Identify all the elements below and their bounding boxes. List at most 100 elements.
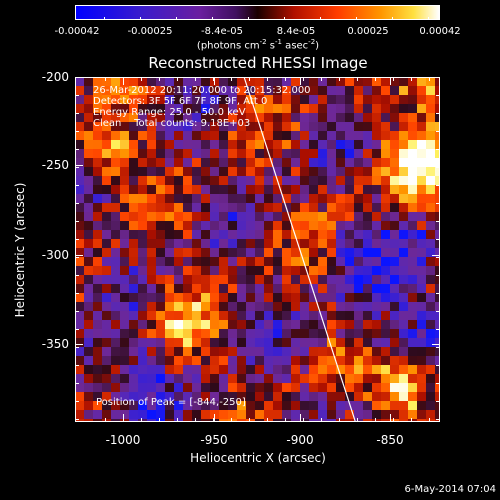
heatmap-cell: [84, 257, 93, 266]
heatmap-cell: [327, 158, 336, 167]
heatmap-cell: [363, 104, 372, 113]
heatmap-cell: [165, 194, 174, 203]
heatmap-cell: [300, 131, 309, 140]
heatmap-cell: [345, 239, 354, 248]
tick-mark: [75, 275, 79, 276]
heatmap-cell: [399, 212, 408, 221]
heatmap-cell: [75, 311, 84, 320]
heatmap-cell: [426, 392, 435, 401]
heatmap-cell: [372, 212, 381, 221]
heatmap-cell: [84, 365, 93, 374]
heatmap-cell: [192, 140, 201, 149]
tick-mark: [429, 418, 430, 422]
heatmap-cell: [309, 329, 318, 338]
heatmap-cell: [327, 86, 336, 95]
heatmap-cell: [201, 410, 210, 419]
heatmap-cell: [174, 230, 183, 239]
heatmap-cell: [75, 203, 84, 212]
heatmap-cell: [84, 311, 93, 320]
heatmap-cell: [345, 194, 354, 203]
heatmap-cell: [309, 113, 318, 122]
tick-mark: [390, 414, 391, 422]
heatmap-cell: [372, 77, 381, 86]
heatmap-cell: [201, 266, 210, 275]
heatmap-cell: [129, 167, 138, 176]
heatmap-cell: [327, 419, 336, 422]
heatmap-cell: [390, 374, 399, 383]
heatmap-cell: [327, 338, 336, 347]
heatmap-cell: [381, 302, 390, 311]
heatmap-cell: [84, 347, 93, 356]
heatmap-cell: [237, 410, 246, 419]
heatmap-cell: [192, 356, 201, 365]
heatmap-cell: [156, 122, 165, 131]
heatmap-cell: [309, 338, 318, 347]
heatmap-cell: [192, 374, 201, 383]
heatmap-cell: [156, 266, 165, 275]
heatmap-cell: [147, 158, 156, 167]
heatmap-cell: [156, 356, 165, 365]
heatmap-cell: [183, 185, 192, 194]
heatmap-cell: [399, 113, 408, 122]
heatmap-cell: [264, 167, 273, 176]
tick-mark: [339, 77, 340, 81]
heatmap-cell: [300, 419, 309, 422]
heatmap-cell: [327, 320, 336, 329]
heatmap-cell: [129, 329, 138, 338]
heatmap-cell: [93, 149, 102, 158]
heatmap-cell: [237, 212, 246, 221]
heatmap-cell: [183, 392, 192, 401]
tick-mark: [248, 17, 249, 20]
heatmap-cell: [327, 383, 336, 392]
heatmap-cell: [219, 239, 228, 248]
heatmap-cell: [273, 338, 282, 347]
heatmap-cell: [282, 293, 291, 302]
heatmap-cell: [237, 275, 246, 284]
heatmap-cell: [327, 104, 336, 113]
heatmap-cell: [237, 122, 246, 131]
colorbar-tick-label: -0.00025: [127, 26, 173, 37]
heatmap-cell: [354, 365, 363, 374]
heatmap-cell: [255, 140, 264, 149]
heatmap-cell: [93, 329, 102, 338]
heatmap-cell: [300, 311, 309, 320]
heatmap-cell: [417, 302, 426, 311]
heatmap-cell: [282, 374, 291, 383]
heatmap-cell: [246, 239, 255, 248]
heatmap-cell: [399, 248, 408, 257]
heatmap-cell: [291, 347, 300, 356]
heatmap-cell: [237, 374, 246, 383]
heatmap-cell: [372, 365, 381, 374]
heatmap-cell: [390, 212, 399, 221]
heatmap-cell: [111, 149, 120, 158]
heatmap-cell: [408, 194, 417, 203]
heatmap-cell: [399, 95, 408, 104]
heatmap-cell: [417, 104, 426, 113]
heatmap-cell: [291, 419, 300, 422]
heatmap-cell: [120, 167, 129, 176]
heatmap-cell: [381, 104, 390, 113]
heatmap-cell: [255, 86, 264, 95]
heatmap-cell: [192, 347, 201, 356]
heatmap-cell: [183, 77, 192, 86]
heatmap-cell: [282, 86, 291, 95]
heatmap-cell: [417, 95, 426, 104]
heatmap-cell: [228, 338, 237, 347]
heatmap-cell: [381, 221, 390, 230]
heatmap-cell: [435, 419, 440, 422]
heatmap-cell: [309, 212, 318, 221]
heatmap-cell: [111, 365, 120, 374]
colorbar-tick-label: 0.00042: [419, 26, 461, 37]
heatmap-cell: [246, 302, 255, 311]
heatmap-cell: [318, 212, 327, 221]
heatmap-cell: [84, 212, 93, 221]
tick-mark: [75, 419, 79, 420]
heatmap-cell: [363, 356, 372, 365]
heatmap-cell: [426, 203, 435, 212]
heatmap-cell: [264, 338, 273, 347]
heatmap-cell: [219, 257, 228, 266]
heatmap-cell: [399, 194, 408, 203]
heatmap-cell: [435, 140, 440, 149]
heatmap-cell: [93, 95, 102, 104]
heatmap-cell: [174, 86, 183, 95]
